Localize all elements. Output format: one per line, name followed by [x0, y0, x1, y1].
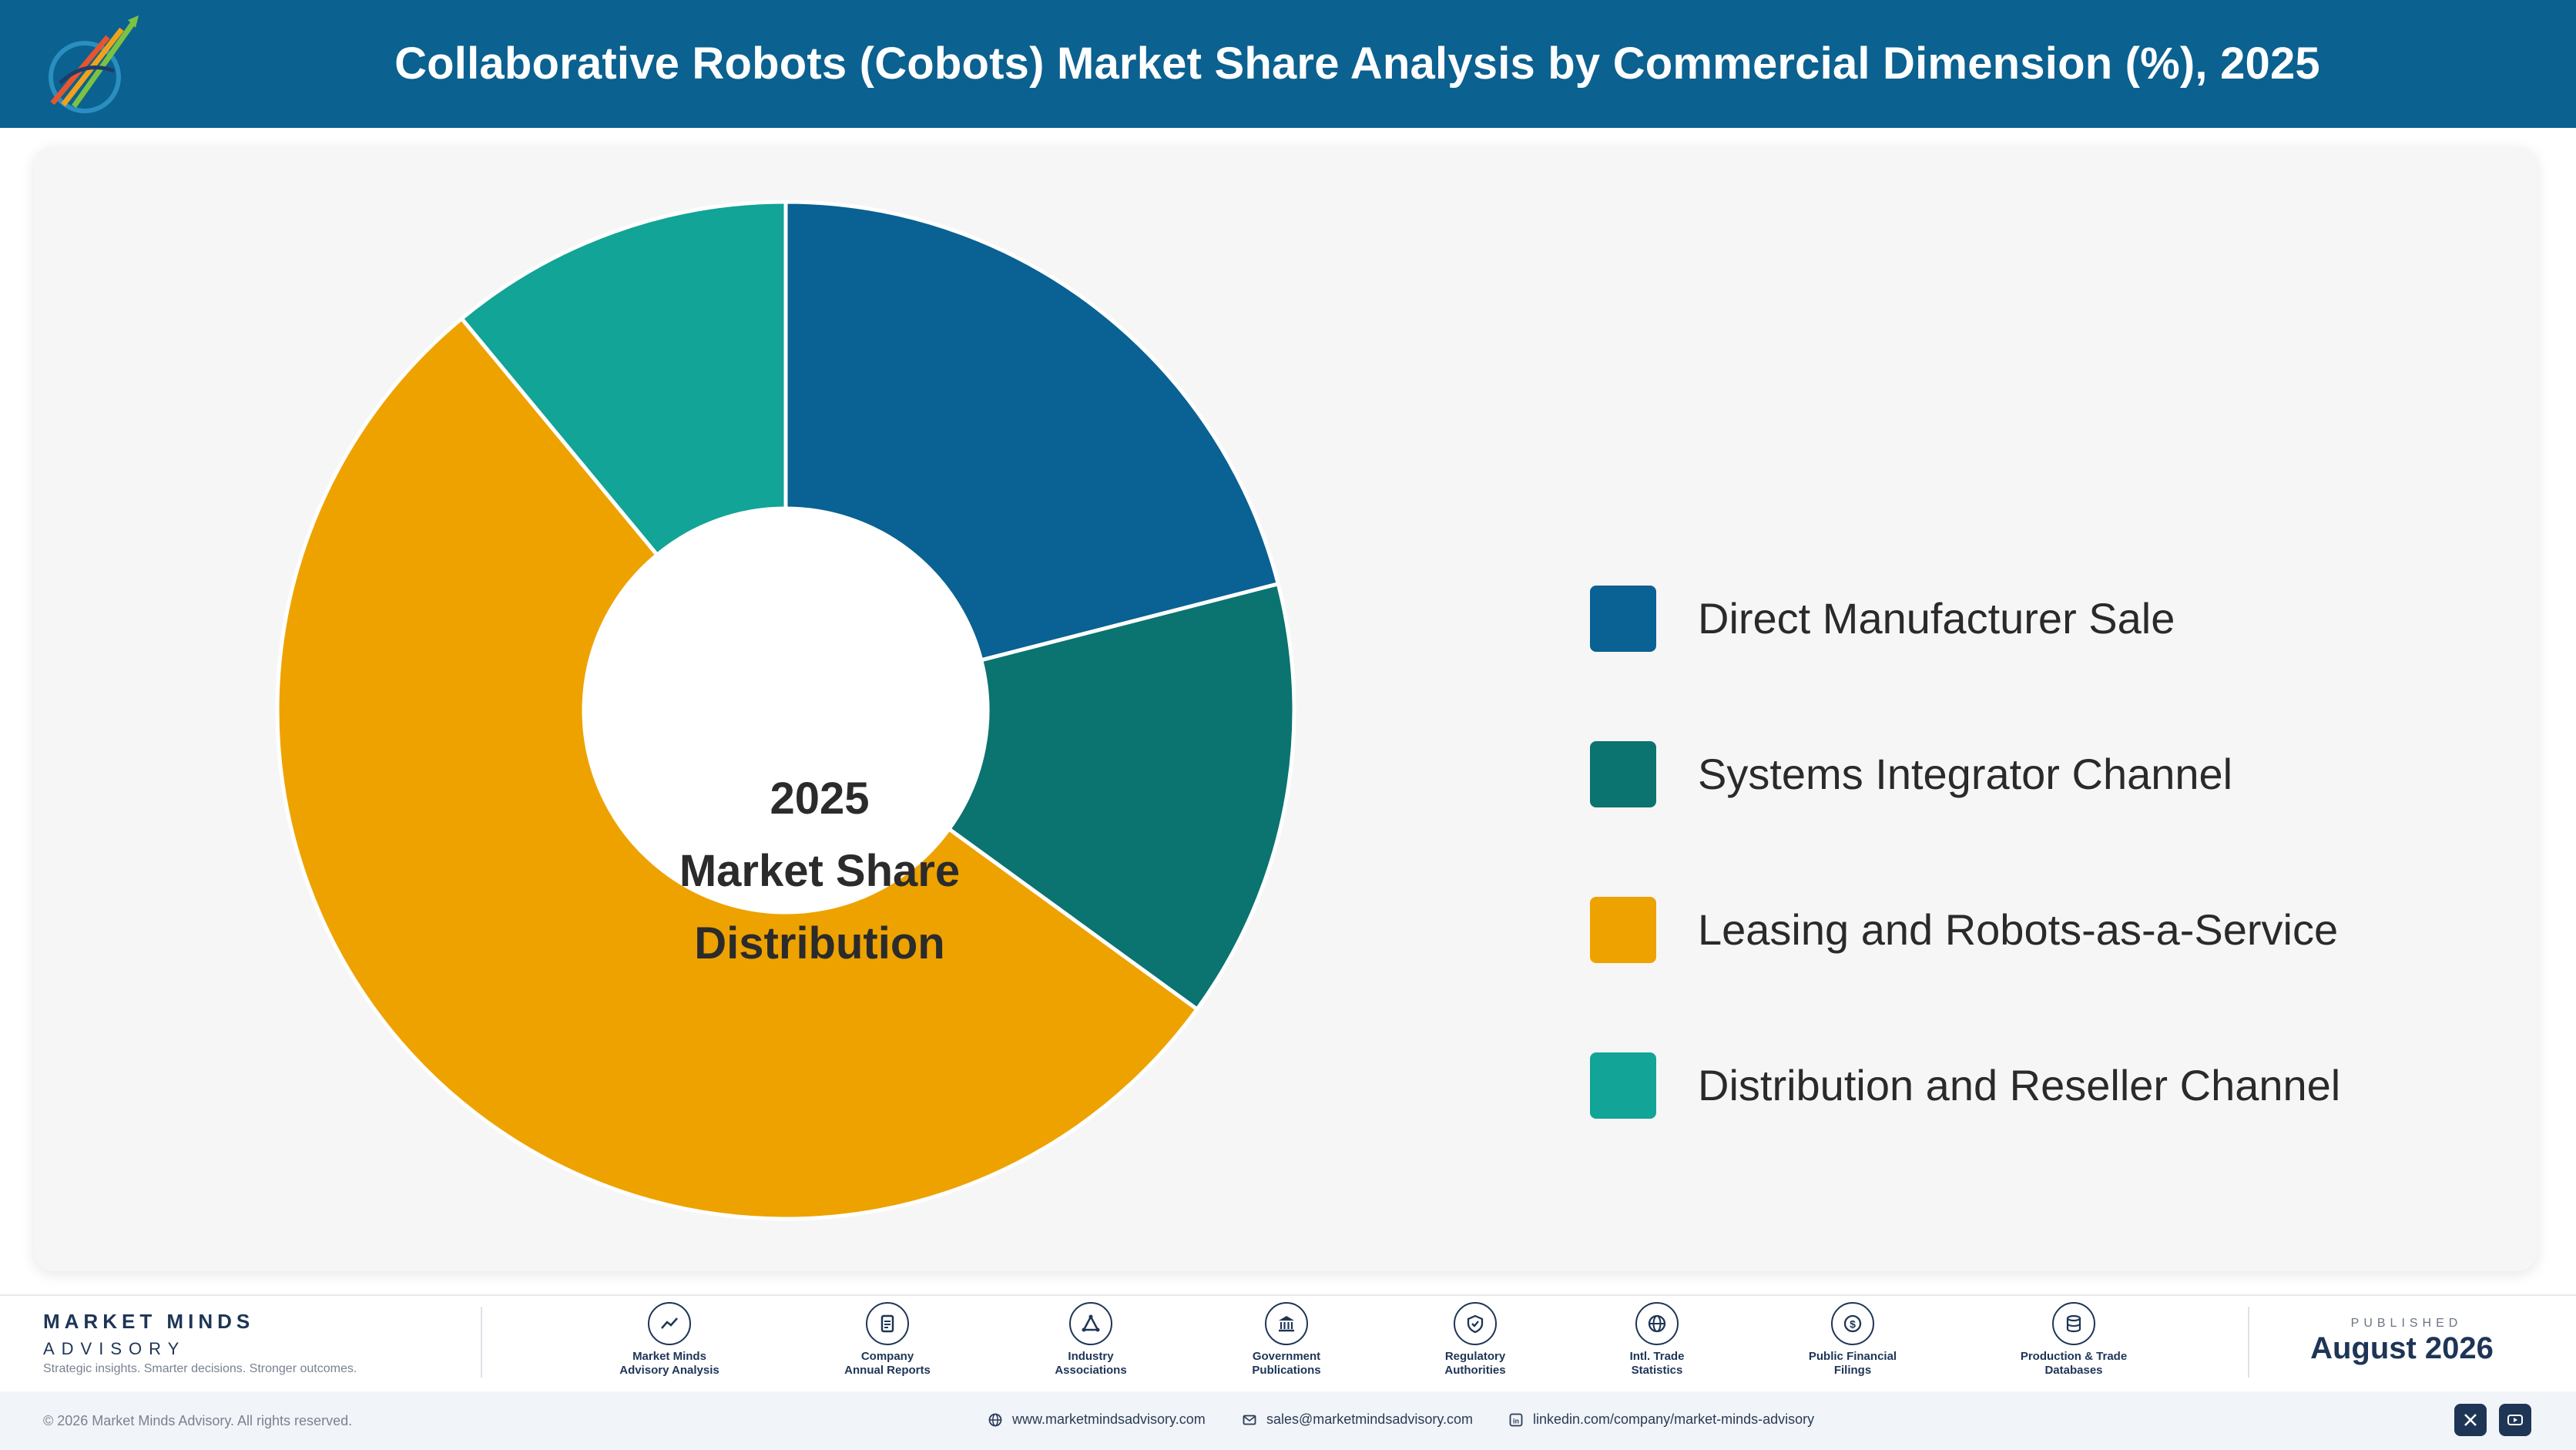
linkedin-text: linkedin.com/company/market-minds-adviso… [1533, 1411, 1815, 1427]
company-logo [49, 15, 139, 113]
svg-text:in: in [1513, 1417, 1519, 1425]
website-link[interactable]: www.marketmindsadvisory.com [988, 1411, 1206, 1428]
email-link[interactable]: sales@marketmindsadvisory.com [1242, 1411, 1473, 1428]
source-label-line1: Company [860, 1350, 914, 1363]
legend-label: Direct Manufacturer Sale [1698, 594, 2175, 643]
footer-brand-sub: ADVISORY [43, 1339, 186, 1358]
shield-check-icon [1454, 1302, 1497, 1345]
page-title: Collaborative Robots (Cobots) Market Sha… [394, 39, 2320, 89]
source-label-line1: Government [1252, 1350, 1321, 1363]
legend-item-direct-manufacturer-sale: Direct Manufacturer Sale [1590, 586, 2437, 653]
dollar-coin-icon: $ [1831, 1302, 1874, 1345]
source-label-line2: Databases [2044, 1364, 2103, 1377]
legend-swatch [1590, 586, 1656, 652]
source-market-minds-analysis[interactable]: Market Minds Advisory Analysis [592, 1302, 746, 1378]
source-label-line1: Intl. Trade [1629, 1350, 1685, 1363]
youtube-icon[interactable] [2499, 1404, 2531, 1436]
source-label-line2: Authorities [1444, 1364, 1506, 1377]
network-icon [1069, 1302, 1112, 1345]
chart-card: 2025 Market Share Distribution Direct Ma… [34, 146, 2537, 1271]
donut-center-label: 2025 Market Share Distribution [619, 763, 1020, 980]
document-icon [866, 1302, 909, 1345]
footer-divider [2248, 1307, 2249, 1378]
mail-icon [1243, 1415, 1256, 1425]
globe-icon [1635, 1302, 1679, 1345]
footer-divider [481, 1307, 482, 1378]
center-label-year: 2025 [770, 774, 870, 824]
footer-bottom-bar [0, 1391, 2576, 1450]
center-label-line2: Market Share [679, 846, 961, 896]
source-production-trade-databases[interactable]: Production & Trade Databases [1997, 1302, 2151, 1378]
header-bar: Collaborative Robots (Cobots) Market Sha… [0, 0, 2576, 128]
source-label-line2: Statistics [1631, 1364, 1683, 1377]
linkedin-icon: in [1509, 1413, 1523, 1426]
globe-icon [988, 1413, 1002, 1426]
source-government-publications[interactable]: Government Publications [1209, 1302, 1363, 1378]
source-label-line2: Advisory Analysis [619, 1364, 719, 1377]
source-label-line1: Regulatory [1444, 1350, 1506, 1363]
source-public-financial-filings[interactable]: $ Public Financial Filings [1776, 1302, 1930, 1378]
database-icon [2052, 1302, 2095, 1345]
linkedin-link[interactable]: in linkedin.com/company/market-minds-adv… [1508, 1411, 1814, 1428]
published-label: PUBLISHED [2350, 1317, 2463, 1330]
source-regulatory-authorities[interactable]: Regulatory Authorities [1398, 1302, 1552, 1378]
footer-tagline: Strategic insights. Smarter decisions. S… [43, 1362, 357, 1375]
svg-text:$: $ [1850, 1318, 1856, 1331]
published-date: August 2026 [2310, 1331, 2494, 1365]
copyright-text: © 2026 Market Minds Advisory. All rights… [43, 1413, 353, 1428]
source-label-line2: Annual Reports [844, 1364, 931, 1377]
email-text: sales@marketmindsadvisory.com [1266, 1411, 1474, 1427]
source-label-line2: Filings [1833, 1364, 1872, 1377]
source-industry-associations[interactable]: Industry Associations [1014, 1302, 1168, 1378]
source-label-line1: Production & Trade [2020, 1350, 2128, 1363]
legend-item-systems-integrator-channel: Systems Integrator Channel [1590, 741, 2437, 809]
center-label-line3: Distribution [694, 918, 945, 968]
source-intl-trade-statistics[interactable]: Intl. Trade Statistics [1580, 1302, 1734, 1378]
legend-label: Systems Integrator Channel [1698, 750, 2233, 798]
government-building-icon [1265, 1302, 1308, 1345]
source-label-line1: Market Minds [632, 1350, 706, 1363]
source-label-line1: Public Financial [1808, 1350, 1897, 1363]
legend-swatch [1590, 897, 1656, 963]
legend-label: Distribution and Reseller Channel [1698, 1061, 2341, 1109]
website-text: www.marketmindsadvisory.com [1012, 1411, 1206, 1427]
legend-label: Leasing and Robots-as-a-Service [1698, 905, 2339, 954]
footer-brand-name: MARKET MINDS [43, 1310, 255, 1333]
source-label-line1: Industry [1068, 1350, 1114, 1363]
source-company-annual-reports[interactable]: Company Annual Reports [810, 1302, 964, 1378]
source-label-line2: Associations [1055, 1364, 1127, 1377]
legend-swatch [1590, 741, 1656, 807]
source-label-line2: Publications [1252, 1364, 1321, 1377]
legend-swatch [1590, 1052, 1656, 1119]
donut-hole [584, 509, 988, 912]
donut-chart [275, 200, 1296, 1221]
legend-item-leasing-raas: Leasing and Robots-as-a-Service [1590, 897, 2437, 965]
legend-item-distribution-reseller-channel: Distribution and Reseller Channel [1590, 1052, 2437, 1120]
x-icon[interactable] [2454, 1404, 2487, 1436]
chart-line-icon [648, 1302, 691, 1345]
